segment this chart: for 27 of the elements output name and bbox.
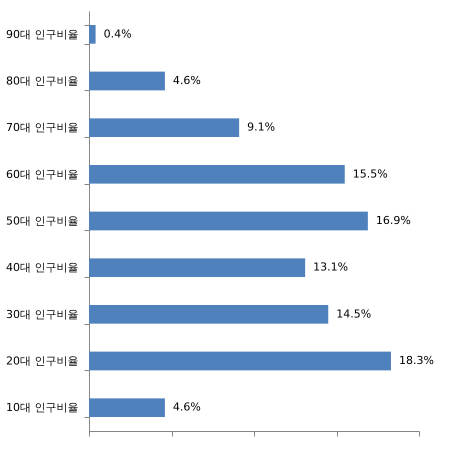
bar — [89, 258, 306, 277]
data-label: 16.9% — [376, 214, 411, 227]
y-tick-label: 90대 인구비율 — [6, 28, 78, 41]
y-tick-label: 40대 인구비율 — [6, 261, 78, 274]
bar — [89, 118, 240, 137]
bar — [89, 352, 391, 370]
bar — [89, 165, 345, 184]
data-label: 9.1% — [247, 120, 276, 134]
y-tick-label: 30대 인구비율 — [6, 308, 78, 321]
data-label: 13.1% — [313, 260, 348, 274]
bar — [89, 398, 165, 417]
bar — [89, 212, 368, 230]
data-label: 18.3% — [398, 354, 434, 367]
bar — [89, 72, 165, 90]
data-label: 0.4% — [104, 27, 132, 40]
bar — [89, 305, 328, 324]
y-tick-label: 80대 인구비율 — [6, 74, 78, 88]
y-tick-label: 20대 인구비율 — [6, 354, 78, 368]
y-tick-label: 60대 인구비율 — [6, 168, 78, 181]
data-label: 14.5% — [336, 307, 372, 320]
data-label: 4.6% — [172, 74, 201, 87]
bar — [89, 25, 96, 44]
data-label: 4.6% — [172, 400, 201, 414]
data-label: 15.5% — [352, 167, 388, 180]
y-tick-label: 50대 인구비율 — [6, 214, 78, 228]
y-tick-label: 70대 인구비율 — [6, 121, 78, 134]
y-tick-label: 10대 인구비율 — [6, 401, 78, 414]
